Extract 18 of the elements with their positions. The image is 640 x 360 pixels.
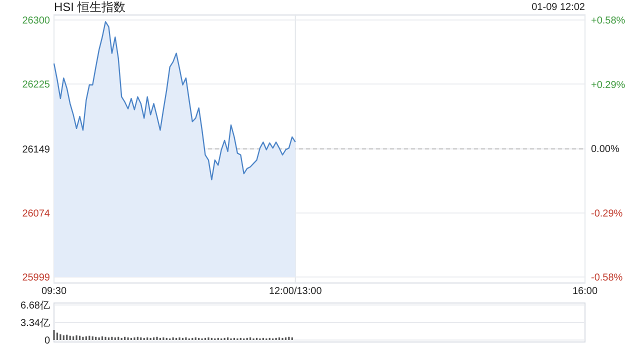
y2-tick-label: +0.58% bbox=[591, 16, 626, 26]
y-tick-label: 0 bbox=[44, 336, 50, 346]
y-tick-label: 3.34亿 bbox=[20, 318, 50, 329]
y-tick-label: 26225 bbox=[22, 80, 50, 91]
chart-title: HSI 恒生指数 bbox=[54, 0, 126, 14]
x-tick-label: 16:00 bbox=[572, 286, 598, 297]
x-tick-label: 09:30 bbox=[41, 286, 67, 297]
y2-tick-label: 0.00% bbox=[591, 144, 620, 155]
y2-tick-label: -0.29% bbox=[591, 208, 623, 220]
y-tick-label: 26300 bbox=[22, 16, 50, 26]
y2-tick-label: -0.58% bbox=[591, 272, 623, 284]
text: 01-09 12:02 bbox=[532, 2, 586, 13]
y-tick-label: 26149 bbox=[22, 144, 50, 156]
y-tick-label: 25999 bbox=[22, 272, 50, 284]
x-tick-label: 12:00/13:00 bbox=[268, 286, 322, 297]
y2-tick-label: +0.29% bbox=[591, 80, 626, 91]
y-tick-label: 6.68亿 bbox=[20, 300, 50, 312]
y-tick-label: 26074 bbox=[22, 208, 50, 220]
